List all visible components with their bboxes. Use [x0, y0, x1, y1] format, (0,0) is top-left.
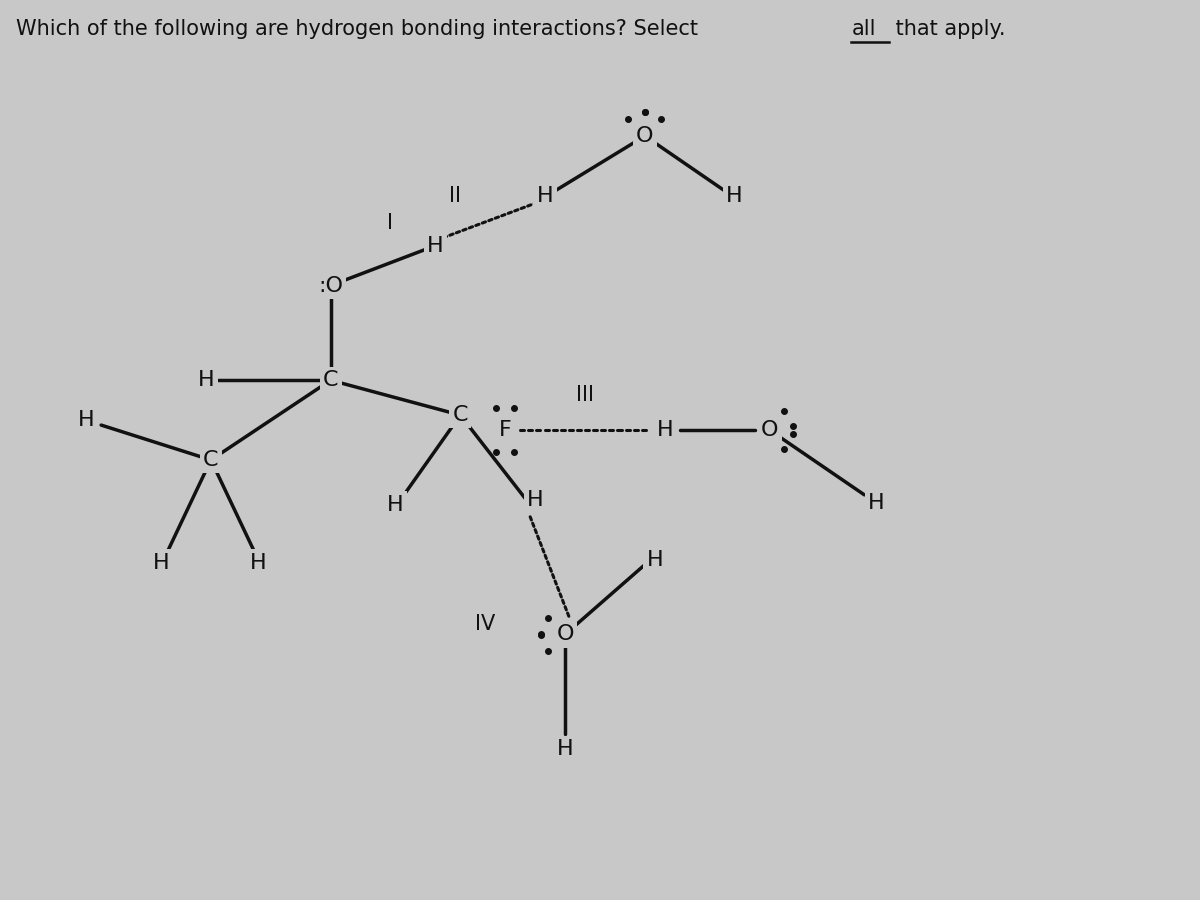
- Text: O: O: [557, 625, 574, 644]
- Text: II: II: [449, 185, 461, 206]
- Text: H: H: [78, 410, 95, 430]
- Text: H: H: [250, 553, 266, 572]
- Text: :O: :O: [318, 275, 343, 295]
- Text: H: H: [388, 495, 403, 515]
- Text: all: all: [852, 19, 876, 40]
- Text: H: H: [868, 493, 884, 513]
- Text: O: O: [636, 126, 654, 146]
- Text: H: H: [527, 490, 544, 509]
- Text: C: C: [323, 370, 338, 391]
- Text: H: H: [647, 550, 664, 570]
- Text: H: H: [152, 553, 169, 572]
- Text: H: H: [198, 370, 215, 391]
- Text: that apply.: that apply.: [889, 19, 1006, 40]
- Text: H: H: [427, 236, 444, 256]
- Text: I: I: [388, 212, 394, 233]
- Text: C: C: [203, 450, 218, 470]
- Text: O: O: [761, 420, 779, 440]
- Text: H: H: [656, 420, 673, 440]
- Text: H: H: [557, 739, 574, 759]
- Text: F: F: [499, 420, 511, 440]
- Text: C: C: [452, 405, 468, 425]
- Text: IV: IV: [475, 615, 496, 634]
- Text: H: H: [536, 185, 553, 206]
- Text: Which of the following are hydrogen bonding interactions? Select: Which of the following are hydrogen bond…: [17, 19, 704, 40]
- Text: H: H: [726, 185, 743, 206]
- Text: III: III: [576, 385, 594, 405]
